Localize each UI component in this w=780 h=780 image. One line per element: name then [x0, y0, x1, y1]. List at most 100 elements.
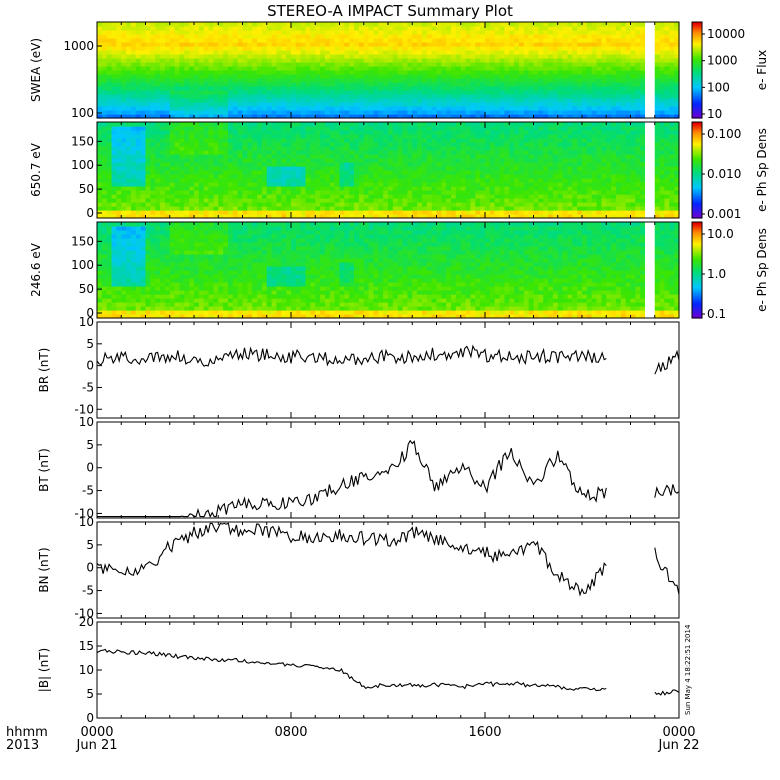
heatmap-cell [227, 106, 234, 111]
heatmap-cell [300, 166, 307, 171]
heatmap-cell [368, 138, 375, 143]
heatmap-cell [664, 54, 670, 59]
heatmap-cell [383, 198, 389, 203]
heatmap-cell [286, 114, 292, 119]
heatmap-cell [101, 126, 108, 131]
heatmap-cell [577, 58, 583, 63]
heatmap-cell [475, 174, 481, 179]
heatmap-cell [485, 206, 491, 211]
heatmap-cell [659, 54, 666, 59]
heatmap-cell [189, 134, 195, 139]
heatmap-cell [227, 62, 234, 67]
heatmap-cell [412, 74, 418, 79]
heatmap-cell [426, 50, 433, 55]
heatmap-cell [446, 22, 452, 27]
heatmap-cell [155, 38, 161, 43]
heatmap-cell [620, 94, 627, 99]
heatmap-cell [320, 190, 326, 195]
heatmap-cell [208, 30, 214, 35]
heatmap-cell [286, 106, 292, 111]
heatmap-cell [354, 154, 360, 159]
heatmap-cell [368, 158, 375, 163]
heatmap-cell [615, 62, 622, 67]
heatmap-cell [237, 166, 244, 171]
heatmap-cell [451, 158, 457, 163]
heatmap-cell [315, 182, 321, 187]
heatmap-cell [97, 158, 103, 163]
heatmap-cell [441, 126, 447, 131]
heatmap-cell [417, 94, 423, 99]
heatmap-cell [470, 38, 476, 43]
heatmap-cell [339, 206, 345, 211]
heatmap-cell [281, 50, 287, 55]
heatmap-cell [227, 138, 234, 143]
heatmap-cell [499, 114, 505, 119]
heatmap-cell [334, 194, 341, 199]
heatmap-cell [242, 126, 248, 131]
heatmap-cell [266, 142, 273, 147]
heatmap-cell [198, 186, 205, 191]
heatmap-cell [291, 98, 297, 103]
heatmap-cell [305, 214, 311, 219]
heatmap-cell [194, 38, 200, 43]
colorbar-cell [692, 58, 702, 61]
heatmap-cell [489, 186, 496, 191]
heatmap-cell [538, 74, 544, 79]
heatmap-cell [174, 50, 181, 55]
heatmap-cell [140, 54, 147, 59]
heatmap-cell [499, 102, 505, 107]
heatmap-cell [620, 30, 627, 35]
heatmap-cell [334, 154, 341, 159]
heatmap-cell [349, 170, 355, 175]
heatmap-cell [373, 166, 379, 171]
heatmap-cell [368, 114, 375, 119]
heatmap-cell [674, 58, 680, 63]
heatmap-cell [247, 194, 253, 199]
heatmap-cell [451, 182, 457, 187]
heatmap-cell [247, 174, 253, 179]
heatmap-cell [577, 98, 583, 103]
heatmap-cell [203, 102, 210, 107]
heatmap-cell [392, 198, 399, 203]
heatmap-cell [271, 198, 278, 203]
colorbar-cell [692, 98, 702, 101]
heatmap-cell [499, 134, 505, 139]
heatmap-cell [475, 110, 481, 115]
heatmap-cell [426, 146, 433, 151]
heatmap-cell [451, 70, 457, 75]
heatmap-cell [378, 138, 384, 143]
heatmap-cell [557, 62, 564, 67]
heatmap-cell [504, 190, 510, 195]
heatmap-cell [106, 46, 113, 51]
heatmap-cell [227, 130, 234, 135]
heatmap-cell [441, 30, 447, 35]
heatmap-cell [451, 98, 457, 103]
heatmap-cell [126, 62, 132, 67]
heatmap-cell [441, 146, 447, 151]
heatmap-cell [227, 150, 234, 155]
heatmap-cell [349, 214, 355, 219]
heatmap-cell [174, 206, 181, 211]
heatmap-cell [324, 26, 331, 31]
heatmap-cell [174, 74, 181, 79]
heatmap-cell [320, 170, 326, 175]
heatmap-cell [339, 126, 345, 131]
heatmap-cell [431, 102, 438, 107]
heatmap-cell [266, 186, 273, 191]
heatmap-cell [208, 214, 214, 219]
heatmap-cell [451, 42, 457, 47]
heatmap-cell [392, 94, 399, 99]
heatmap-cell [373, 158, 379, 163]
heatmap-cell [198, 102, 205, 107]
heatmap-cell [174, 66, 181, 71]
heatmap-cell [203, 74, 210, 79]
heatmap-cell [140, 74, 147, 79]
heatmap-cell [494, 62, 501, 67]
heatmap-cell [431, 134, 438, 139]
heatmap-cell [266, 194, 273, 199]
heatmap-cell [150, 42, 156, 47]
heatmap-cell [97, 186, 103, 191]
heatmap-cell [659, 66, 666, 71]
heatmap-cell [664, 102, 670, 107]
heatmap-cell [101, 206, 108, 211]
